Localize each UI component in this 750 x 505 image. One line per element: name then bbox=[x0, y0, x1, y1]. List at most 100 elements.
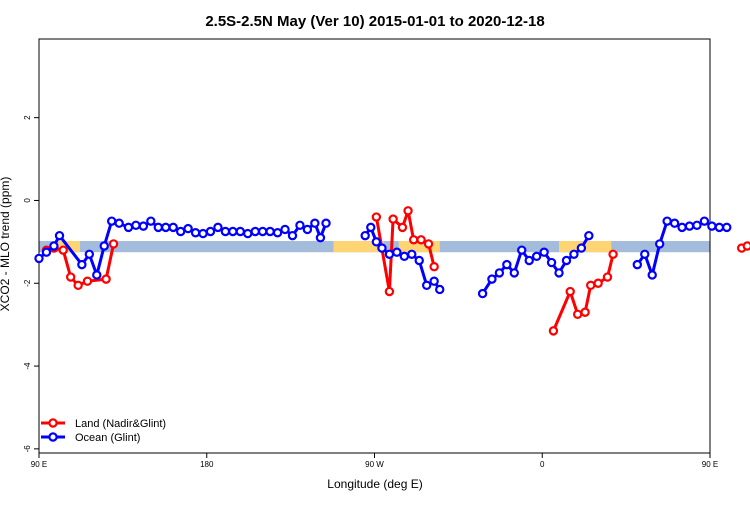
ocean-data-point bbox=[421, 280, 432, 291]
ocean-data-point bbox=[662, 216, 672, 226]
ocean-data-point bbox=[576, 243, 587, 253]
ocean-data-point bbox=[295, 220, 305, 230]
ocean-data-point bbox=[360, 230, 370, 241]
ocean-data-point bbox=[250, 226, 260, 237]
ocean-data-point bbox=[414, 255, 424, 266]
land-data-point bbox=[388, 214, 398, 224]
ocean-data-point bbox=[183, 223, 193, 234]
ocean-data-point bbox=[302, 224, 313, 235]
ocean-data-point bbox=[235, 226, 245, 237]
land-data-point bbox=[384, 286, 395, 297]
ocean-data-point bbox=[366, 222, 376, 233]
ocean-data-point bbox=[654, 239, 665, 249]
y-tick-label: -4 bbox=[23, 362, 32, 370]
ocean-data-point bbox=[99, 241, 109, 251]
ocean-data-point bbox=[77, 259, 87, 270]
ocean-data-point bbox=[321, 218, 331, 228]
ocean-data-point bbox=[517, 245, 527, 255]
land-data-point bbox=[429, 262, 439, 272]
ocean-data-point bbox=[228, 226, 238, 237]
ocean-data-point bbox=[392, 247, 402, 257]
ocean-data-point bbox=[384, 249, 395, 259]
land-data-point bbox=[742, 241, 750, 251]
x-tick-label: 180 bbox=[200, 460, 214, 469]
legend-ocean-label: Ocean (Glint) bbox=[75, 432, 140, 444]
ocean-data-point bbox=[722, 222, 732, 233]
land-data-point bbox=[108, 239, 119, 249]
x-tick-label: 0 bbox=[540, 460, 545, 469]
ocean-data-point bbox=[531, 251, 542, 262]
ocean-data-point bbox=[699, 216, 710, 226]
ocean-data-point bbox=[92, 270, 102, 280]
y-axis-label: XCO2 - MLO trend (ppm) bbox=[0, 177, 12, 312]
land-band-segment bbox=[333, 241, 384, 253]
ocean-data-point bbox=[49, 241, 59, 251]
ocean-data-point bbox=[487, 274, 497, 284]
ocean-data-point bbox=[561, 255, 572, 266]
ocean-data-point bbox=[669, 218, 680, 228]
land-data-point bbox=[608, 249, 618, 259]
x-tick-label: 90 E bbox=[31, 460, 47, 469]
ocean-data-point bbox=[477, 288, 488, 299]
ocean-data-point bbox=[84, 249, 95, 259]
land-data-point bbox=[403, 206, 413, 216]
ocean-data-point bbox=[509, 268, 519, 278]
ocean-data-point bbox=[692, 220, 702, 230]
ocean-data-point bbox=[569, 249, 579, 259]
ocean-data-point bbox=[54, 230, 65, 241]
ocean-data-point bbox=[198, 228, 208, 239]
x-axis-label: Longitude (deg E) bbox=[327, 477, 422, 491]
x-tick-label: 90 E bbox=[702, 460, 718, 469]
ocean-data-point bbox=[34, 253, 44, 264]
ocean-data-point bbox=[106, 216, 117, 226]
ocean-data-point bbox=[554, 268, 564, 278]
land-band-segment bbox=[398, 241, 440, 253]
ocean-data-point bbox=[371, 237, 382, 247]
ocean-data-point bbox=[131, 220, 141, 230]
ocean-data-point bbox=[647, 270, 657, 280]
ocean-data-point bbox=[315, 233, 326, 243]
ocean-data-point bbox=[175, 226, 186, 237]
y-tick-label: 2 bbox=[23, 115, 32, 120]
ocean-data-point bbox=[435, 284, 445, 295]
land-data-point bbox=[65, 272, 76, 282]
ocean-data-point bbox=[213, 222, 223, 233]
y-tick-label: -6 bbox=[23, 445, 32, 453]
ocean-data-point bbox=[546, 257, 557, 268]
ocean-data-point bbox=[205, 226, 216, 237]
ocean-data-point bbox=[310, 218, 320, 228]
ocean-data-point bbox=[377, 243, 387, 253]
ocean-data-point bbox=[123, 222, 134, 233]
land-data-point bbox=[58, 245, 68, 255]
land-data-point bbox=[565, 286, 575, 297]
ocean-data-point bbox=[265, 226, 275, 237]
chart-title: 2.5S-2.5N May (Ver 10) 2015-01-01 to 202… bbox=[205, 13, 544, 30]
land-data-point bbox=[371, 212, 382, 222]
land-data-point bbox=[82, 276, 93, 286]
ocean-data-point bbox=[153, 222, 163, 233]
ocean-data-point bbox=[494, 268, 505, 278]
ocean-data-point bbox=[584, 230, 594, 241]
ocean-data-point bbox=[632, 259, 643, 270]
ocean-data-point bbox=[407, 249, 417, 259]
ocean-data-point bbox=[707, 221, 717, 231]
land-data-point bbox=[101, 274, 111, 284]
ocean-data-point bbox=[257, 226, 268, 237]
ocean-data-point bbox=[280, 224, 290, 235]
land-data-point bbox=[423, 239, 434, 249]
ocean-data-point bbox=[41, 247, 52, 257]
land-data-point bbox=[572, 309, 583, 320]
ocean-data-point bbox=[220, 226, 231, 237]
y-tick-label: -2 bbox=[23, 279, 32, 287]
land-data-point bbox=[548, 326, 559, 336]
ocean-data-point bbox=[524, 255, 534, 266]
ocean-data-point bbox=[161, 222, 171, 233]
ocean-data-point bbox=[190, 228, 201, 238]
legend: Land (Nadir&Glint) Ocean (Glint) bbox=[41, 418, 166, 444]
ocean-data-point bbox=[146, 216, 156, 226]
ocean-data-point bbox=[684, 221, 695, 231]
legend-ocean-marker bbox=[48, 432, 58, 442]
